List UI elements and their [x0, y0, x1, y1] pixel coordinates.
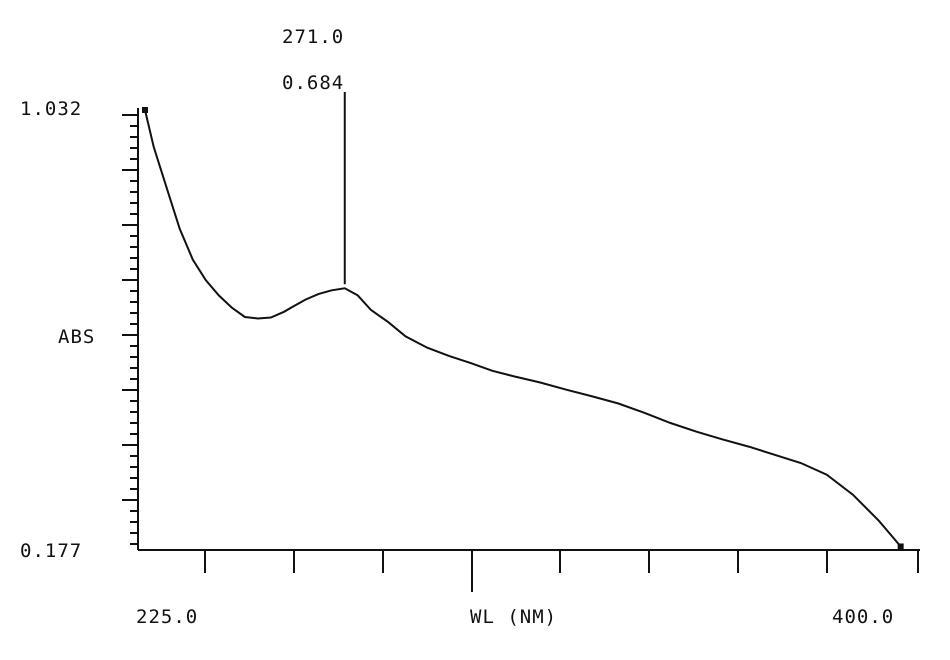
start-marker [142, 107, 148, 113]
y-axis-title: ABS [58, 326, 96, 348]
x-axis-title: WL (NM) [470, 606, 558, 628]
x-max-label: 400.0 [832, 606, 895, 628]
peak-x-label: 271.0 [282, 26, 345, 48]
x-min-label: 225.0 [136, 606, 199, 628]
peak-y-label: 0.684 [282, 72, 345, 94]
y-max-label: 1.032 [20, 98, 83, 120]
spectrum-line [144, 109, 902, 548]
end-marker [897, 543, 904, 550]
y-min-label: 0.177 [20, 540, 83, 562]
